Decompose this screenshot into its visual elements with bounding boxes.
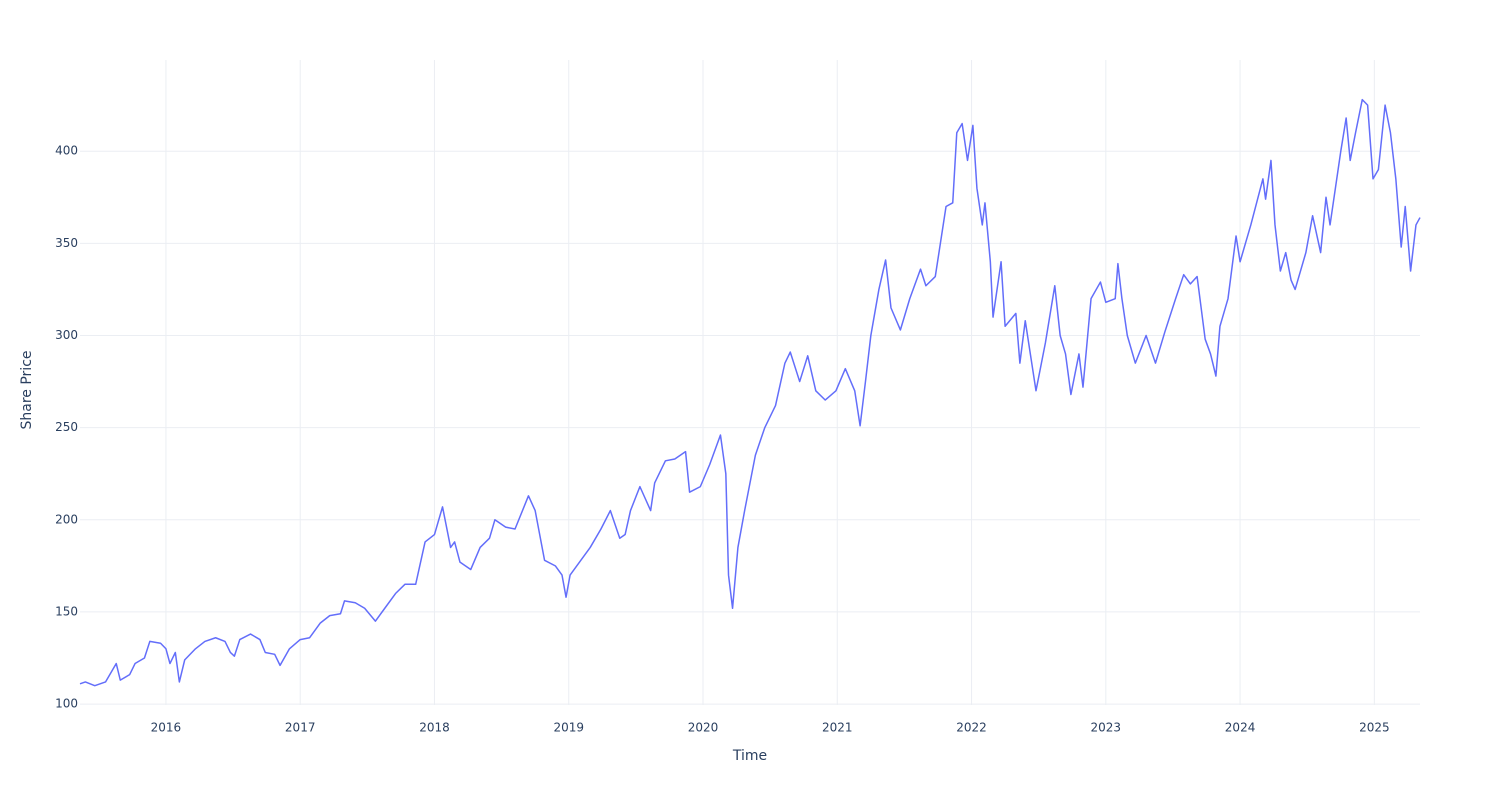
x-tick-label: 2017 bbox=[285, 721, 316, 735]
y-tick-label: 150 bbox=[55, 604, 78, 618]
y-tick-label: 400 bbox=[55, 144, 78, 158]
y-tick-label: 100 bbox=[55, 697, 78, 711]
price-line bbox=[79, 98, 1421, 687]
x-tick-label: 2023 bbox=[1091, 721, 1122, 735]
x-tick-label: 2019 bbox=[553, 721, 584, 735]
x-tick-label: 2025 bbox=[1359, 721, 1390, 735]
x-tick-label: 2016 bbox=[151, 721, 182, 735]
x-tick-label: 2018 bbox=[419, 721, 450, 735]
y-axis-title: Share Price bbox=[19, 350, 35, 429]
x-tick-label: 2024 bbox=[1225, 721, 1256, 735]
y-tick-label: 200 bbox=[55, 512, 78, 526]
x-tick-label: 2021 bbox=[822, 721, 853, 735]
x-tick-label: 2022 bbox=[956, 721, 987, 735]
x-axis-title: Time bbox=[732, 748, 767, 764]
y-tick-label: 350 bbox=[55, 236, 78, 250]
y-tick-label: 250 bbox=[55, 420, 78, 434]
x-tick-label: 2020 bbox=[688, 721, 719, 735]
y-tick-label: 300 bbox=[55, 328, 78, 342]
